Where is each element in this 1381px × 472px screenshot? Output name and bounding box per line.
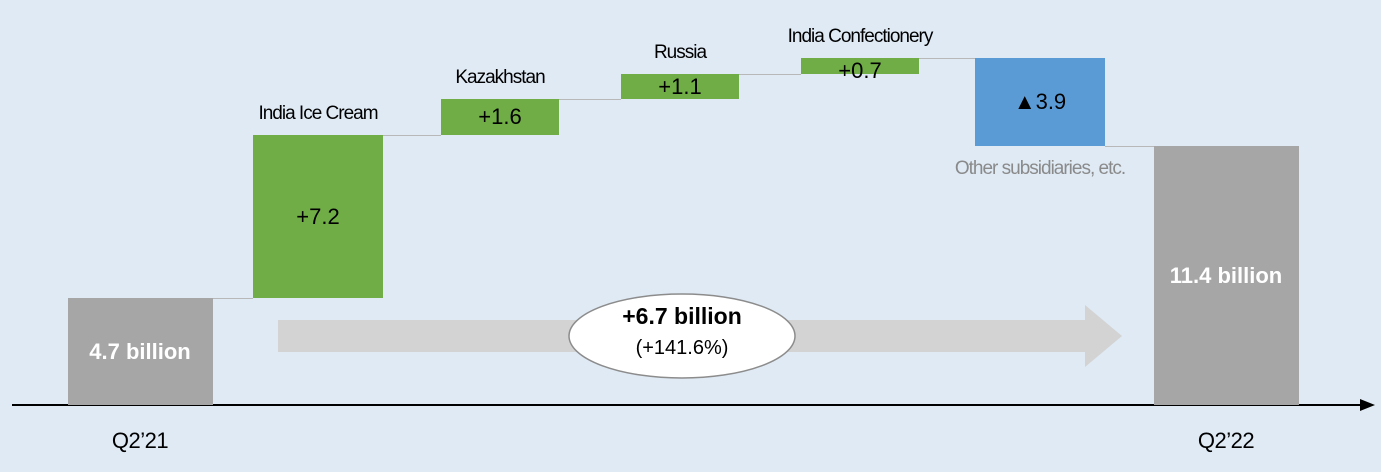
category-label: India Confectionery	[787, 26, 934, 47]
value-label: +7.2	[296, 203, 340, 229]
annotation-bubble	[568, 293, 796, 379]
bar	[975, 58, 1105, 147]
category-label: Kazakhstan	[455, 66, 545, 88]
annotation-title: +6.7 billion	[622, 303, 742, 329]
value-label: +0.7	[838, 58, 882, 83]
annotation-subtitle: (+141.6%)	[635, 337, 729, 359]
category-label: Q2’21	[111, 428, 169, 453]
category-label: Other subsidiaries, etc.	[954, 158, 1126, 180]
value-label: 4.7 billion	[89, 338, 191, 364]
connector	[1105, 146, 1154, 148]
value-label: +1.1	[658, 73, 702, 99]
connector	[212, 298, 253, 300]
connector	[739, 73, 801, 75]
value-label: +1.6	[478, 103, 522, 129]
bar	[253, 135, 383, 299]
category-label: India Ice Cream	[258, 103, 378, 125]
bar	[1153, 146, 1299, 405]
connector	[383, 135, 441, 137]
category-label: Russia	[653, 41, 707, 63]
connector	[919, 58, 975, 59]
connector	[559, 98, 621, 100]
bar	[441, 98, 559, 136]
category-label: Q2’22	[1197, 428, 1255, 453]
x-axis-arrow	[1360, 399, 1375, 411]
bar	[67, 298, 213, 405]
bar	[621, 73, 739, 99]
value-label: ▲3.9	[1013, 89, 1067, 115]
value-label: 11.4 billion	[1169, 262, 1283, 288]
bar	[801, 58, 919, 74]
